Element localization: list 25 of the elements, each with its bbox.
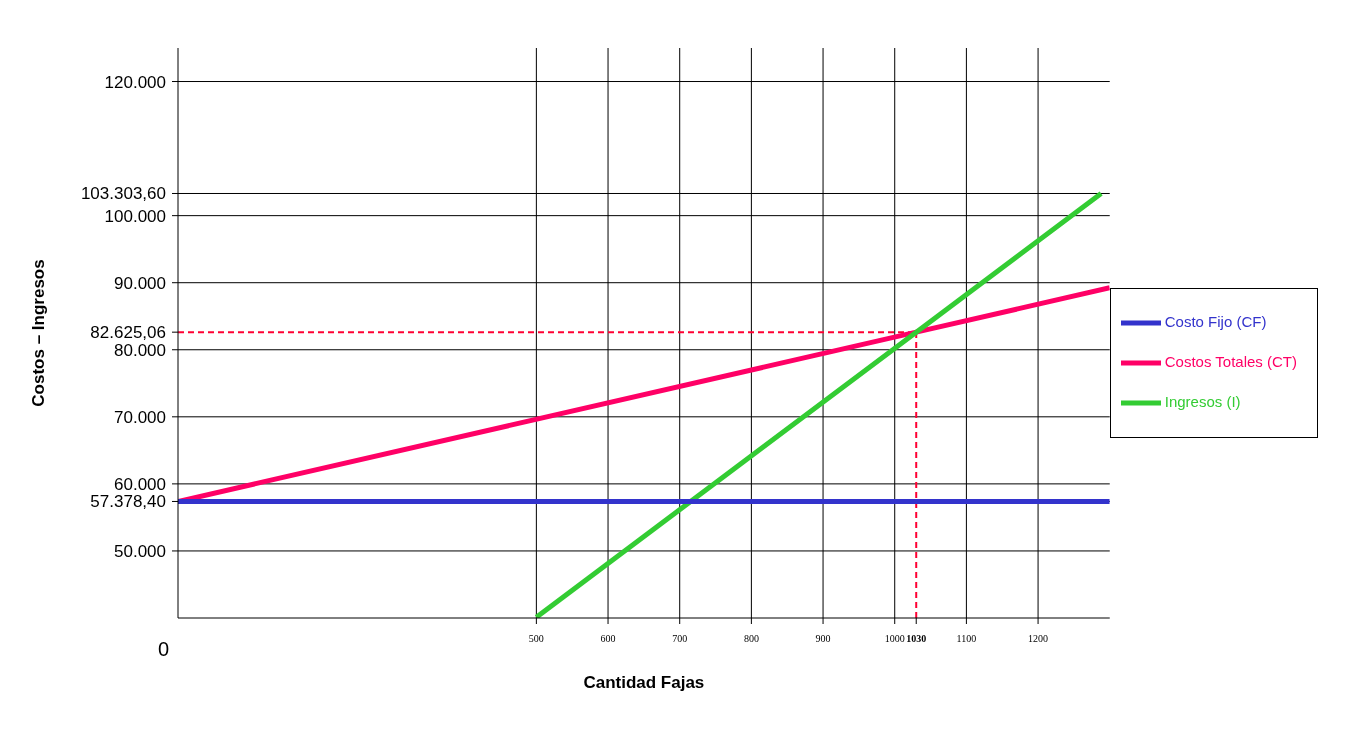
y-tick-label: 120.000 (104, 72, 166, 92)
y-tick-label: 57.378,40 (90, 492, 166, 512)
y-tick-label: 90.000 (114, 273, 166, 293)
y-tick-label: 80.000 (114, 340, 166, 360)
y-tick-label: 103.303,60 (80, 184, 166, 204)
x-tick-label: 800 (743, 633, 759, 644)
x-tick-label: 1100 (956, 633, 977, 644)
text: 0 (158, 638, 170, 661)
x-tick-label: 700 (672, 633, 688, 644)
x-tick-label: 1000 (884, 633, 905, 644)
x-tick-label: 500 (528, 633, 544, 644)
legend-label: Costos Totales (CT) (1164, 352, 1297, 370)
y-tick-label: 82.625,06 (90, 323, 166, 343)
legend-label: Costo Fijo (CF) (1164, 312, 1267, 330)
x-tick-label: 900 (815, 633, 831, 644)
y-tick-label: 60.000 (114, 474, 166, 494)
y-tick-label: 70.000 (114, 407, 166, 427)
legend-label: Ingresos (I) (1164, 392, 1241, 410)
x-axis-title: Cantidad Fajas (583, 673, 705, 692)
x-tick-label: 1200 (1028, 633, 1049, 644)
y-tick-label: 100.000 (104, 206, 166, 226)
x-tick-label: 1030 (906, 633, 927, 644)
y-tick-label: 50.000 (114, 541, 166, 561)
y-axis-title: Costos – Ingresos (29, 259, 49, 407)
x-tick-label: 600 (600, 633, 616, 644)
